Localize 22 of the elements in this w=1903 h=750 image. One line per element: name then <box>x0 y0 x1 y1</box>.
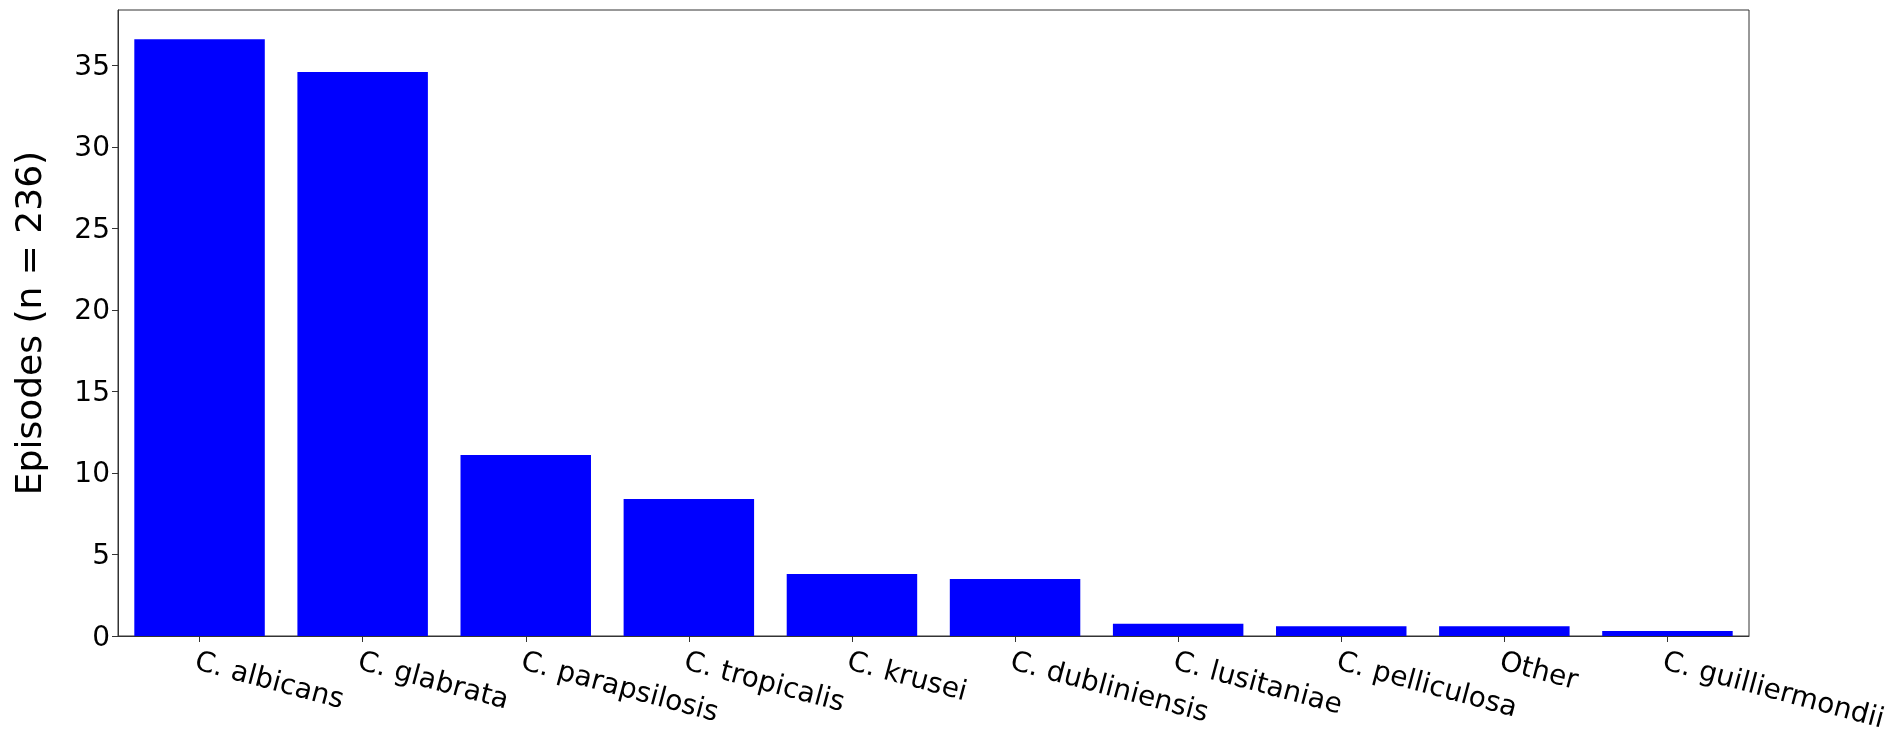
y-tick-label: 30 <box>74 130 110 164</box>
y-tick-label: 35 <box>74 48 110 82</box>
bar <box>460 455 591 636</box>
bar <box>1439 626 1570 636</box>
bar <box>1602 631 1733 636</box>
x-tick-label: C. albicans <box>191 643 348 716</box>
x-tick-label: C. glabrata <box>354 643 513 716</box>
y-tick-label: 25 <box>74 211 110 245</box>
y-tick-label: 0 <box>92 619 110 653</box>
bar <box>1112 623 1244 636</box>
bar <box>1276 626 1407 636</box>
bar <box>786 574 918 636</box>
bar <box>949 578 1081 636</box>
y-tick-label: 5 <box>92 537 110 571</box>
y-tick-label: 10 <box>74 456 110 490</box>
y-axis-title: Episodes (n = 236) <box>7 150 49 496</box>
y-tick-label: 15 <box>74 374 110 408</box>
bar <box>134 39 265 636</box>
y-tick-label: 20 <box>74 293 110 327</box>
bar <box>297 71 428 636</box>
x-tick-label: C. krusei <box>844 643 971 708</box>
bar <box>623 499 755 636</box>
